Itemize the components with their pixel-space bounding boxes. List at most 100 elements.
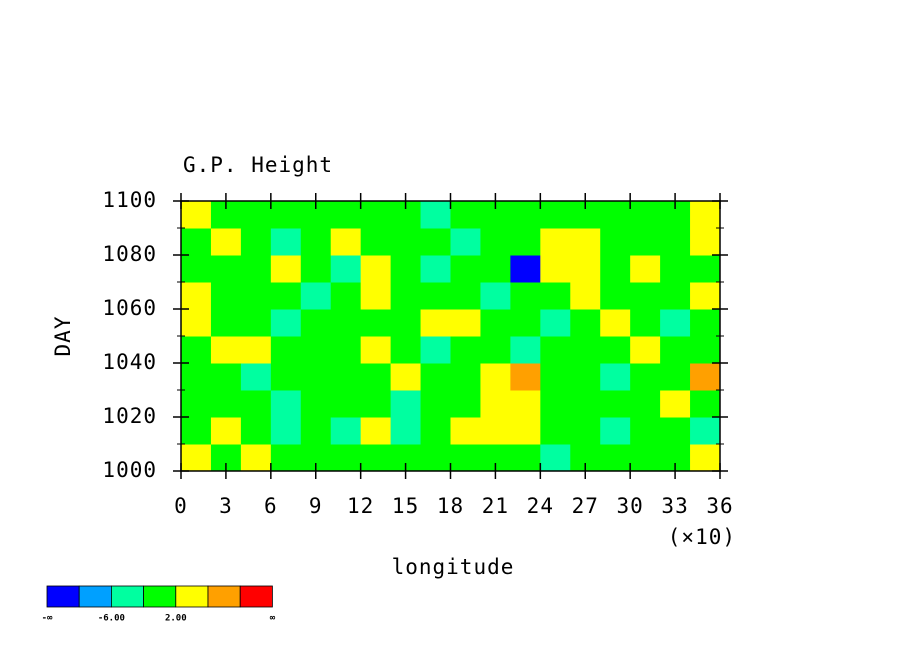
cell (300, 390, 332, 418)
cell (570, 390, 601, 418)
colorbar-box (46, 585, 80, 608)
cell (660, 282, 691, 310)
cell (480, 282, 511, 310)
cell (540, 255, 571, 283)
y-axis-label: DAY (51, 316, 75, 357)
cell (240, 444, 272, 472)
y-tick-label: 1020 (102, 404, 157, 428)
colorbar-box (111, 585, 145, 608)
cell (630, 444, 661, 472)
cell (330, 255, 362, 283)
cell (510, 255, 541, 283)
cell (360, 309, 392, 337)
x-tick-label: 27 (572, 494, 599, 518)
cell (181, 282, 212, 310)
cell (390, 282, 422, 310)
cell (600, 255, 631, 283)
cell (450, 363, 481, 391)
cell (510, 228, 541, 256)
cell (690, 444, 721, 472)
cell (480, 309, 511, 337)
y-tick-label: 1040 (102, 350, 157, 374)
x-tick-label: 33 (661, 494, 688, 518)
cell (390, 255, 422, 283)
cell (450, 201, 481, 229)
cell (360, 390, 392, 418)
cell (300, 228, 332, 256)
cell (690, 282, 721, 310)
x-tick-label: 12 (347, 494, 374, 518)
cell (630, 309, 661, 337)
cell (181, 444, 212, 472)
cell (600, 444, 631, 472)
cell (210, 255, 242, 283)
x-tick-label: 36 (706, 494, 733, 518)
cell (480, 417, 511, 445)
cell (570, 255, 601, 283)
cell (420, 390, 451, 418)
cell (300, 336, 332, 364)
cell (690, 255, 721, 283)
cell (181, 417, 212, 445)
cell (600, 363, 631, 391)
cell (540, 363, 571, 391)
cell (450, 417, 481, 445)
cell (630, 201, 661, 229)
cell (330, 201, 362, 229)
cell (181, 390, 212, 418)
cell (420, 417, 451, 445)
cell (450, 336, 481, 364)
colorbar-label: ∞ (270, 614, 276, 624)
cell (210, 282, 242, 310)
cell (330, 363, 362, 391)
cell (420, 336, 451, 364)
colorbar-box (175, 585, 209, 608)
cell (240, 417, 272, 445)
cell (270, 255, 302, 283)
cell (270, 444, 302, 472)
cell (630, 336, 661, 364)
cell (360, 228, 392, 256)
cell (600, 390, 631, 418)
cell (270, 309, 302, 337)
chart-title: G.P. Height (183, 153, 333, 177)
cell (420, 363, 451, 391)
cell (240, 363, 272, 391)
cell (330, 417, 362, 445)
cell (660, 255, 691, 283)
x-multiplier: (×10) (668, 525, 736, 549)
cell (360, 255, 392, 283)
cell (600, 201, 631, 229)
cell (480, 363, 511, 391)
cell (360, 363, 392, 391)
cell (450, 309, 481, 337)
cell (630, 417, 661, 445)
cell (600, 309, 631, 337)
cell (240, 390, 272, 418)
y-tick-label: 1000 (102, 458, 157, 482)
cell (240, 228, 272, 256)
cell (660, 336, 691, 364)
x-axis-label: longitude (392, 555, 515, 579)
cell (240, 255, 272, 283)
cell (540, 336, 571, 364)
x-tick-label: 0 (174, 494, 188, 518)
cell (210, 390, 242, 418)
cell (330, 309, 362, 337)
cell (181, 309, 212, 337)
cell (240, 282, 272, 310)
cell (210, 309, 242, 337)
cell (510, 417, 541, 445)
cell (181, 255, 212, 283)
cell (270, 282, 302, 310)
cell (420, 444, 451, 472)
cell (181, 201, 212, 229)
cell (630, 390, 661, 418)
x-tick-label: 24 (527, 494, 554, 518)
cell (300, 255, 332, 283)
cell (270, 201, 302, 229)
cell (240, 201, 272, 229)
cell (510, 390, 541, 418)
colorbar-box (207, 585, 241, 608)
field (181, 201, 721, 472)
